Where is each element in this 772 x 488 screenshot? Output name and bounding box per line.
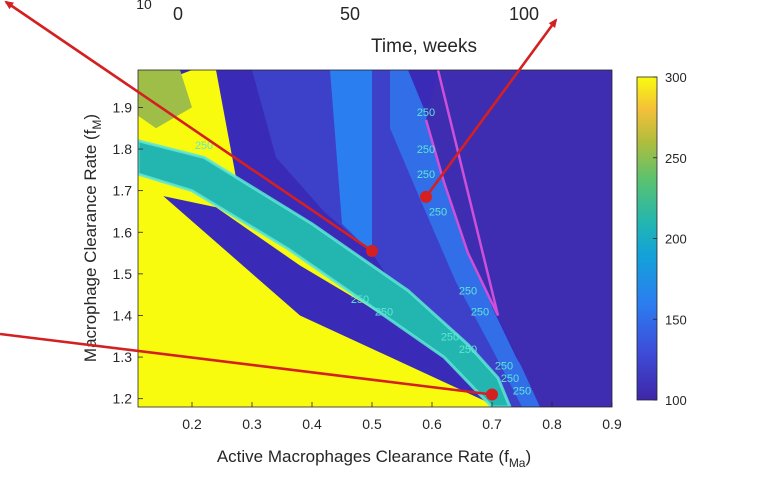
x-tick-label: 0.5 [362,416,382,432]
heatmap-region-4 [390,70,546,407]
annotation-arrow-1 [424,18,558,198]
contour-label-12: 250 [501,373,519,385]
contour-label-13: 250 [513,386,531,398]
plot-frame [137,69,613,408]
x-axis-label: Active Macrophages Clearance Rate (fMa) [217,447,531,470]
colorbar-tick-label: 200 [665,232,687,247]
top-tick-50: 50 [340,4,360,24]
heatmap-region-7 [138,70,192,129]
colorbar-tick-label: 150 [665,312,687,327]
contour-label-1: 250 [417,107,435,119]
top-tick-0: 0 [173,4,183,24]
y-tick-label: 1.4 [113,307,133,323]
y-axis-ticks: 1.2 1.3 1.4 1.5 1.6 1.7 1.8 1.9 [113,99,143,407]
x-tick-label: 0.7 [482,416,502,432]
contour-labels: 2502502502502502502502502502502502502502… [195,107,531,398]
x-tick-label: 0.8 [542,416,562,432]
x-tick-label: 0.6 [422,416,442,432]
contour-label-5: 250 [351,294,369,306]
heatmap-plot: 2502502502502502502502502502502502502502… [113,69,622,432]
y-tick-label: 1.9 [113,99,133,115]
x-axis-ticks: 0.2 0.3 0.4 0.5 0.6 0.7 0.8 0.9 [182,402,622,432]
colorbar-tick-label: 250 [665,151,687,166]
heatmap-region-6 [138,140,510,407]
top-time-axis: 10 0 50 100 Time, weeks [136,0,539,57]
heatmap-region-2 [252,70,528,407]
contour-line [138,139,512,407]
annotation-arrow-2 [0,332,493,396]
top-tick-100: 100 [509,4,539,24]
heatmap-region-5 [426,70,612,407]
y-tick-label: 1.3 [113,349,133,365]
marker-point-1 [420,190,432,203]
annotation-arrow-0 [4,0,373,253]
top-axis-label: Time, weeks [371,36,477,57]
y-axis-label: Macrophage Clearance Rate (fM) [81,114,104,362]
colorbar: 100 150 200 250 300 [636,70,687,408]
marker-point-2 [486,388,498,401]
boundary-line [424,70,500,317]
heatmap-region-3 [330,70,372,254]
colorbar-tick-label: 300 [665,70,687,85]
y-tick-label: 1.8 [113,141,133,157]
contour-label-2: 250 [417,144,435,156]
annotation-arrows [0,0,558,401]
heatmap-regions [138,70,612,407]
contour-label-4: 250 [429,207,447,219]
x-tick-label: 0.3 [242,416,262,432]
y-tick-label: 1.2 [113,391,133,407]
contour-label-3: 250 [417,169,435,181]
contour-label-9: 250 [441,331,459,343]
contour-label-10: 250 [459,344,477,356]
contour-label-7: 250 [459,286,477,298]
heatmap-region-0 [138,174,498,407]
contour-label-11: 250 [495,361,513,373]
y-tick-label: 1.6 [113,224,133,240]
colorbar-tick-label: 100 [665,393,687,408]
x-tick-label: 0.4 [302,416,322,432]
marker-point-0 [366,244,378,257]
y-tick-label: 1.5 [113,266,133,282]
contour-label-0: 250 [195,140,213,152]
x-tick-label: 0.9 [602,416,622,432]
y-tick-label: 1.7 [113,183,133,199]
contour-label-8: 250 [471,306,489,318]
x-tick-label: 0.2 [182,416,202,432]
colorbar-ticks: 100 150 200 250 300 [653,70,687,408]
contour-label-6: 250 [375,306,393,318]
top-partial-tick: 10 [136,0,152,12]
